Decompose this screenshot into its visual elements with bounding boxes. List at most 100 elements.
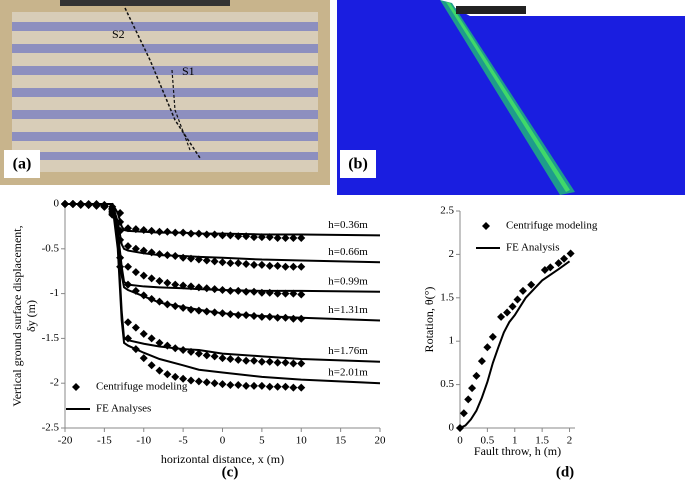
annotation: S2: [112, 27, 125, 41]
data-point: [124, 318, 132, 327]
data-point: [202, 351, 211, 360]
x-tick-label: 2: [567, 435, 573, 447]
data-point: [289, 359, 298, 368]
data-line: [65, 203, 381, 264]
y-tick-label: -1.5: [42, 332, 60, 344]
curve-label: h=0.36m: [328, 219, 368, 231]
data-point: [503, 308, 512, 317]
legend-marker: [482, 222, 490, 230]
data-point: [179, 253, 188, 262]
data-point: [273, 261, 282, 270]
legend-marker: [72, 383, 80, 391]
data-point: [265, 357, 274, 366]
data-point: [289, 262, 298, 271]
data-point: [273, 234, 282, 243]
data-point: [155, 338, 164, 347]
data-point: [218, 380, 227, 389]
data-point: [202, 378, 211, 387]
data-line: [65, 203, 381, 237]
annotation: S1: [182, 64, 195, 78]
footing: [456, 6, 526, 14]
data-point: [297, 290, 306, 299]
data-point: [472, 371, 481, 380]
data-point: [265, 261, 274, 270]
data-point: [546, 263, 555, 272]
data-point: [281, 234, 290, 243]
data-point: [210, 352, 219, 361]
y-tick-label: 2.5: [440, 205, 454, 217]
x-tick-label: 1: [512, 435, 518, 447]
data-point: [179, 374, 188, 383]
data-point: [297, 234, 306, 243]
data-point: [464, 395, 473, 404]
photo-a: S2 S1 (a): [0, 0, 330, 185]
legend-label: FE Analyses: [96, 403, 151, 415]
data-point: [226, 355, 235, 364]
data-point: [281, 262, 290, 271]
data-point: [147, 334, 156, 343]
data-point: [234, 355, 243, 364]
data-point: [218, 258, 227, 267]
x-tick-label: 10: [296, 435, 308, 447]
y-tick-label: -0.5: [42, 242, 60, 254]
data-point: [242, 287, 251, 296]
data-point: [518, 286, 527, 295]
data-line: [459, 260, 571, 429]
data-point: [477, 357, 486, 366]
data-point: [289, 314, 298, 323]
data-point: [210, 379, 219, 388]
data-point: [171, 280, 180, 289]
data-point: [187, 376, 195, 385]
x-tick-label: 15: [335, 435, 347, 447]
data-point: [281, 358, 290, 367]
x-tick-label: -10: [136, 435, 151, 447]
data-point: [257, 381, 266, 390]
data-point: [488, 332, 497, 341]
y-tick-label: 1.5: [440, 291, 454, 303]
y-tick-label: 0: [54, 198, 60, 210]
data-point: [297, 359, 306, 368]
data-point: [250, 287, 258, 296]
data-point: [242, 381, 251, 390]
data-point: [139, 354, 148, 363]
shear-core: [446, 2, 570, 192]
data-point: [468, 384, 477, 393]
photo-b: (b): [337, 0, 685, 195]
x-tick-label: -5: [179, 435, 189, 447]
data-point: [527, 280, 536, 289]
data-point: [194, 377, 203, 386]
data-point: [155, 277, 164, 286]
shear-band-s2: [124, 7, 201, 159]
data-point: [459, 409, 468, 418]
legend-label: FE Analysis: [506, 242, 559, 254]
data-point: [250, 260, 258, 269]
data-point: [139, 271, 148, 280]
x-tick-label: -20: [58, 435, 73, 447]
data-point: [560, 254, 569, 263]
shear-band-s1: [171, 69, 191, 151]
data-point: [234, 380, 243, 389]
y-tick-label: 0: [449, 422, 455, 434]
data-point: [226, 259, 235, 268]
x-axis-label: horizontal distance, x (m): [161, 452, 284, 466]
panel-label: (c): [222, 464, 239, 480]
x-axis-label: Fault throw, h (m): [474, 444, 561, 458]
data-point: [218, 354, 227, 363]
data-point: [139, 329, 148, 338]
soil-layers: [12, 22, 318, 160]
data-point: [226, 380, 235, 389]
data-point: [171, 372, 180, 381]
data-point: [202, 256, 211, 265]
data-point: [242, 260, 251, 269]
curve-label: h=1.31m: [328, 304, 368, 316]
data-point: [265, 382, 274, 391]
data-point: [242, 356, 251, 365]
panel-label: (a): [13, 156, 32, 173]
data-point: [210, 257, 219, 266]
x-tick-label: 1.5: [535, 435, 549, 447]
label-box: [4, 150, 40, 178]
data-point: [124, 262, 132, 271]
data-point: [297, 383, 306, 392]
y-axis-label: Rotation, θ(°): [422, 287, 436, 353]
